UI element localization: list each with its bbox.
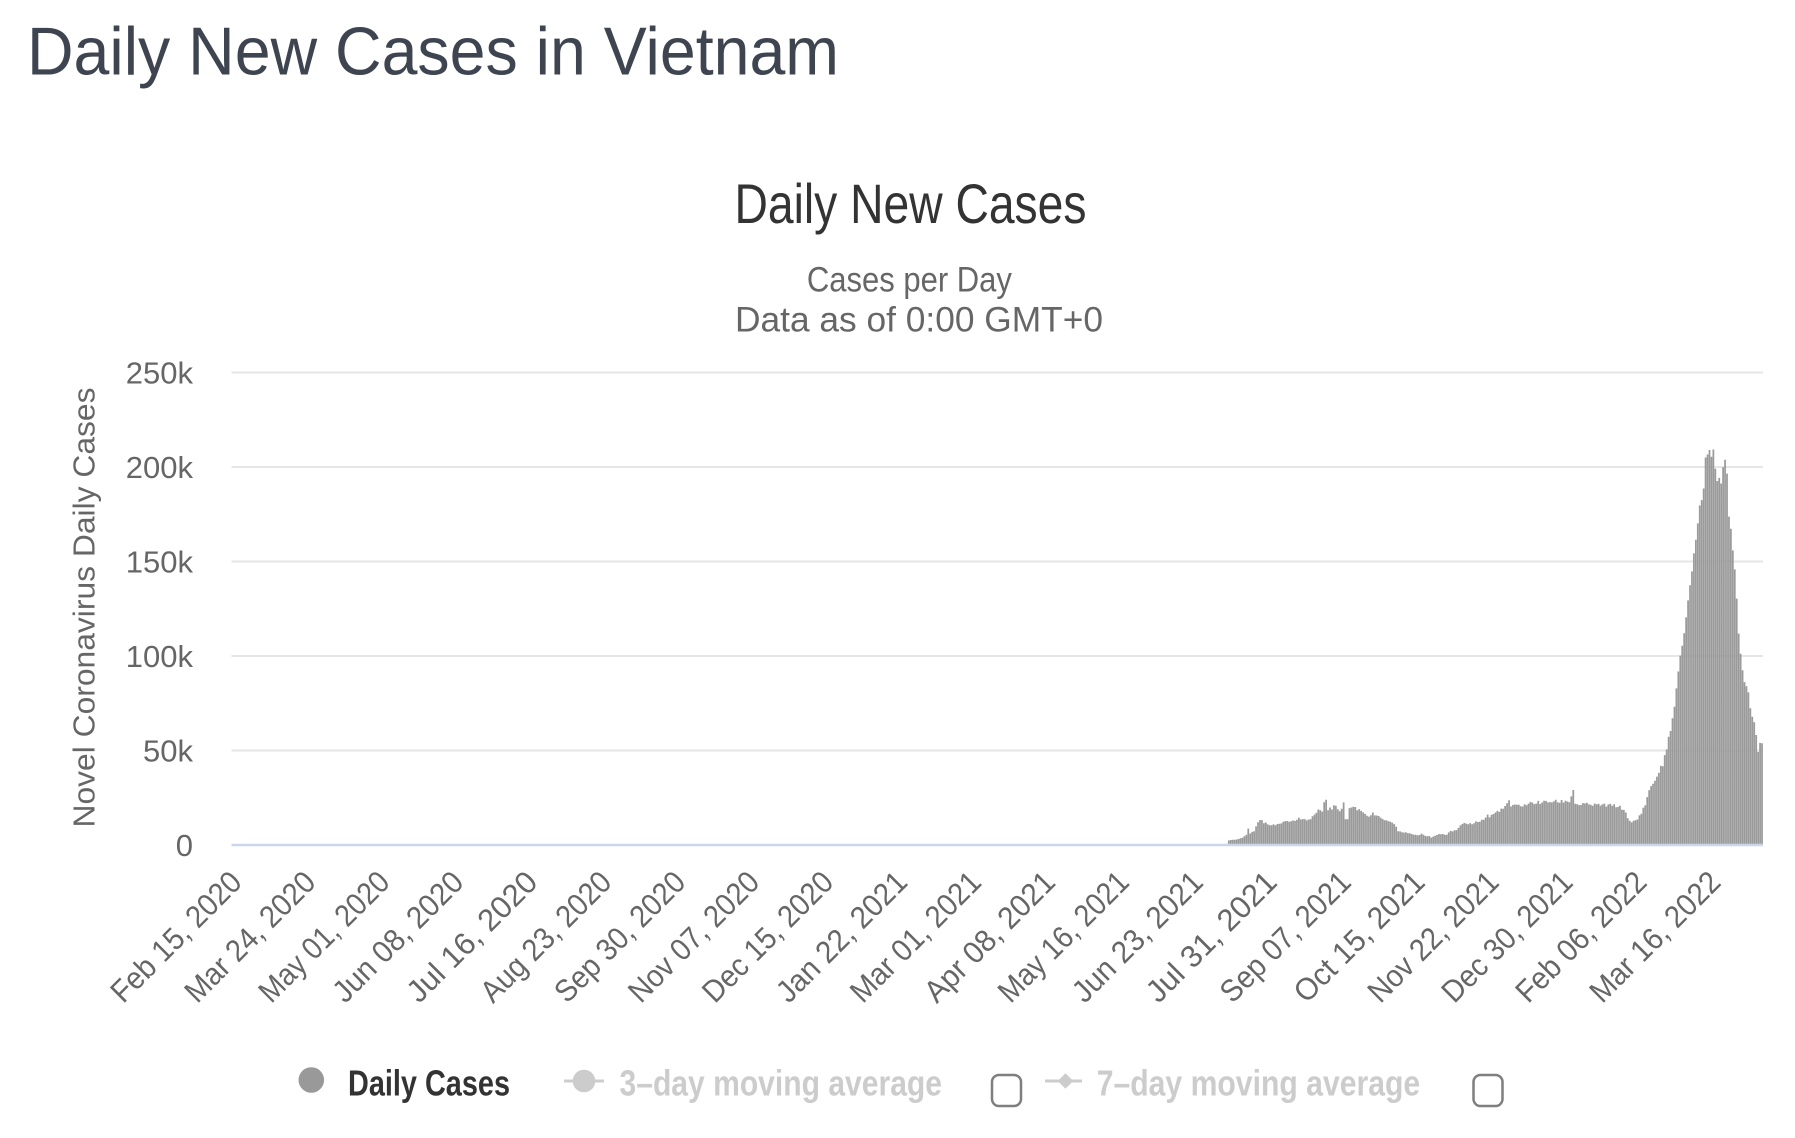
svg-text:3–day moving average: 3–day moving average bbox=[620, 1063, 943, 1104]
svg-text:Daily New Cases: Daily New Cases bbox=[735, 172, 1087, 235]
svg-text:150k: 150k bbox=[126, 545, 194, 580]
svg-text:Daily Cases: Daily Cases bbox=[348, 1063, 510, 1104]
svg-text:Data as of 0:00 GMT+0: Data as of 0:00 GMT+0 bbox=[735, 301, 1103, 340]
svg-text:100k: 100k bbox=[126, 639, 194, 674]
svg-text:50k: 50k bbox=[143, 734, 193, 769]
svg-text:200k: 200k bbox=[126, 450, 194, 485]
svg-text:0: 0 bbox=[176, 828, 193, 863]
svg-text:Daily New Cases in Vietnam: Daily New Cases in Vietnam bbox=[27, 14, 839, 90]
svg-text:Cases per Day: Cases per Day bbox=[807, 261, 1012, 300]
svg-text:Novel Coronavirus Daily Cases: Novel Coronavirus Daily Cases bbox=[67, 388, 102, 828]
svg-text:250k: 250k bbox=[126, 356, 194, 391]
svg-text:7–day moving average: 7–day moving average bbox=[1097, 1063, 1421, 1104]
